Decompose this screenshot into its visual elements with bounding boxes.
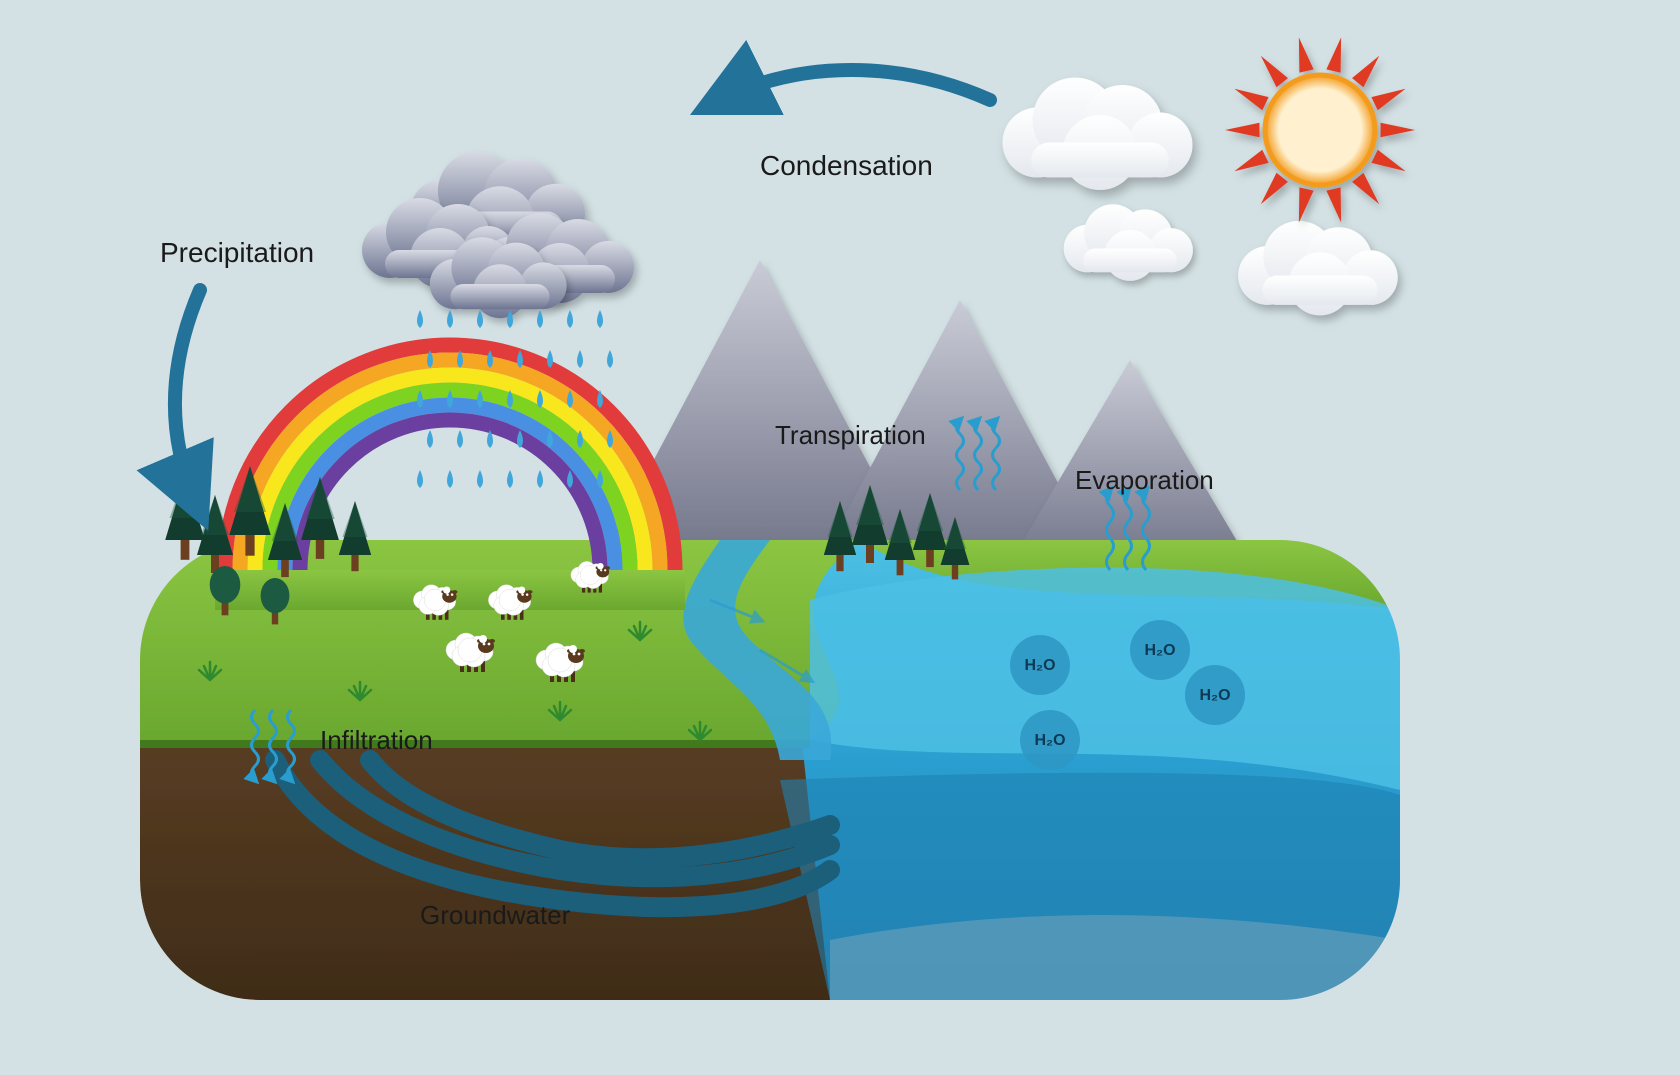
svg-text:H₂O: H₂O — [1144, 642, 1175, 659]
label-transpiration: Transpiration — [775, 420, 926, 451]
label-groundwater: Groundwater — [420, 900, 570, 931]
label-infiltration: Infiltration — [320, 725, 433, 756]
label-condensation: Condensation — [760, 150, 933, 182]
water-cycle-diagram: H₂OH₂OH₂OH₂O Condensation Precipitation … — [0, 0, 1680, 1075]
svg-text:H₂O: H₂O — [1024, 657, 1055, 674]
label-precipitation: Precipitation — [160, 237, 314, 269]
svg-text:H₂O: H₂O — [1034, 732, 1065, 749]
svg-text:H₂O: H₂O — [1199, 687, 1230, 704]
label-evaporation: Evaporation — [1075, 465, 1214, 496]
